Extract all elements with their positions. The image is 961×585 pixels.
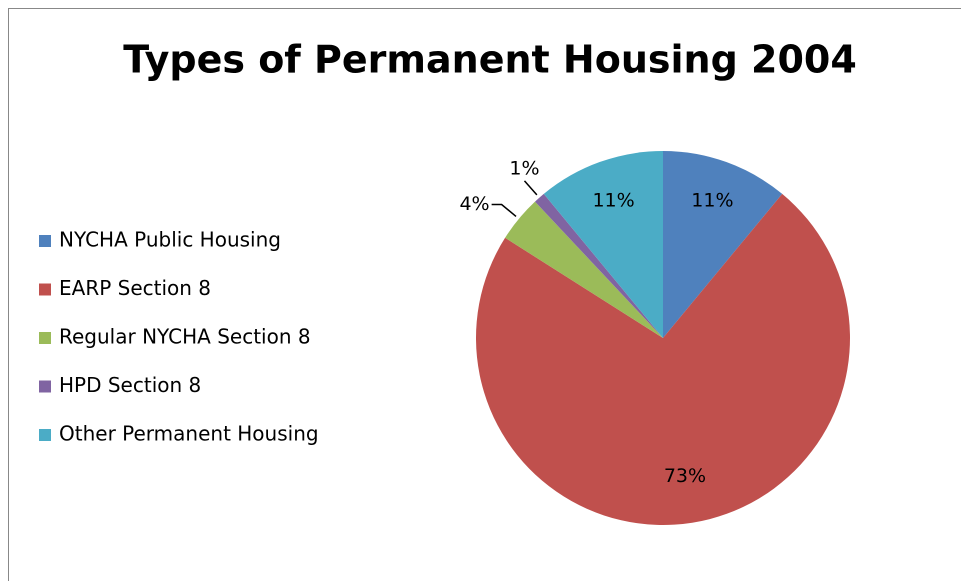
- legend-swatch: [39, 381, 51, 393]
- legend-label: NYCHA Public Housing: [59, 228, 281, 252]
- data-label: 1%: [509, 157, 539, 179]
- data-label: 11%: [691, 189, 733, 211]
- legend-swatch: [39, 429, 51, 441]
- legend-swatch: [39, 235, 51, 247]
- data-label: 4%: [459, 193, 489, 215]
- legend-swatch: [39, 332, 51, 344]
- chart-title: Types of Permanent Housing 2004: [123, 38, 857, 82]
- legend-label: HPD Section 8: [59, 373, 201, 397]
- legend-label: Regular NYCHA Section 8: [59, 325, 311, 349]
- data-label: 73%: [664, 465, 706, 487]
- legend-label: Other Permanent Housing: [59, 422, 319, 446]
- legend-swatch: [39, 284, 51, 296]
- data-label: 11%: [592, 189, 634, 211]
- legend-label: EARP Section 8: [59, 276, 211, 300]
